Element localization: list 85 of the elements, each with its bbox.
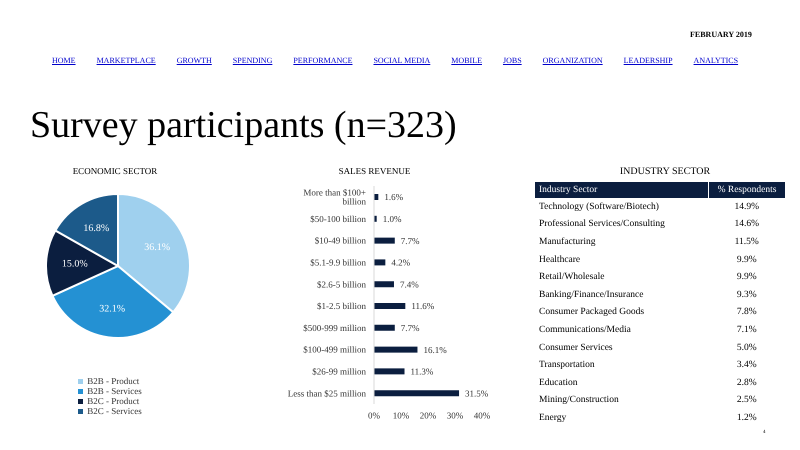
y-tick-label: $26-99 million — [312, 366, 366, 376]
data-label: 4.2% — [391, 258, 411, 268]
category-label: Education — [538, 376, 579, 390]
text: 9.9% — [736, 272, 757, 282]
x-tick-label: 20% — [420, 410, 437, 420]
data-label: 16.1% — [423, 344, 448, 355]
y-tick-label: More than $100+ billion — [303, 188, 366, 207]
x-tick-label: 0% — [368, 410, 380, 420]
text: 9.9% — [736, 254, 757, 265]
text: MARKETPLACE — [96, 56, 156, 65]
text: SPENDING — [232, 56, 272, 65]
category-label: Retail/Wholesale — [538, 271, 606, 284]
text: 7.1% — [736, 324, 757, 335]
text: 1.2% — [736, 412, 757, 423]
y-tick-label: $10-49 billion — [314, 236, 366, 246]
y-tick-label: $50-100 billion — [310, 214, 366, 224]
legend-label: B2C - Services — [87, 406, 142, 416]
text: Survey participants (n=323) — [30, 103, 457, 147]
text: 7.8% — [736, 307, 757, 318]
y-tick-label: $100-499 million — [303, 344, 366, 355]
y-tick-label: Less than $25 million — [288, 388, 366, 398]
legend-label: B2C - Product — [87, 396, 140, 406]
legend-label: B2B - Product — [87, 376, 140, 386]
data-label: 11.3% — [410, 366, 434, 377]
text: SOCIAL MEDIA — [373, 56, 430, 65]
chart-title: SALES REVENUE — [338, 166, 412, 176]
text: 2.8% — [736, 378, 757, 388]
data-label: 11.6% — [411, 301, 435, 312]
bar — [374, 281, 394, 288]
text: Industry Sector — [535, 182, 708, 198]
x-tick-label: 10% — [392, 410, 410, 420]
chart-title: ECONOMIC SECTOR — [72, 166, 158, 176]
text: JOBS — [502, 56, 522, 65]
text: 9.3% — [736, 290, 757, 300]
text: 11.5% — [734, 236, 759, 247]
text: LEADERSHIP — [624, 56, 673, 65]
data-label: 31.5% — [465, 388, 489, 398]
text: 14.9% — [734, 202, 760, 212]
bar — [374, 390, 460, 396]
data-label: 7.7% — [400, 322, 420, 333]
category-label: Healthcare — [538, 254, 582, 267]
category-label: Manufacturing — [538, 236, 596, 249]
bar — [374, 346, 418, 353]
category-label: Communications/Media — [538, 324, 632, 337]
bar — [374, 368, 405, 374]
text: 3.4% — [736, 360, 757, 370]
text: MOBILE — [451, 56, 482, 65]
data-label: 7.4% — [400, 279, 420, 290]
y-tick-label: $1-2.5 billion — [317, 301, 366, 312]
text: GROWTH — [176, 56, 212, 65]
text: HOME — [52, 56, 76, 65]
category-label: Technology (Software/Biotech) — [538, 200, 660, 214]
category-label: Banking/Finance/Insurance — [538, 288, 644, 302]
bar — [374, 324, 395, 331]
text: ORGANIZATION — [542, 56, 603, 65]
bar — [374, 238, 395, 244]
text: ANALYTICS — [694, 56, 738, 65]
x-tick-label: 40% — [474, 410, 491, 420]
category-label: Mining/Construction — [538, 394, 620, 408]
text: FEBRUARY 2019 — [690, 30, 752, 39]
bar — [374, 259, 386, 266]
category-label: Transportation — [538, 359, 596, 372]
y-tick-label: $500-999 million — [303, 322, 366, 333]
data-label: 15.0% — [62, 258, 88, 270]
text: 5.0% — [736, 342, 757, 353]
category-label: Professional Services/Consulting — [538, 218, 666, 232]
y-tick-label: $2.6-5 billion — [317, 279, 366, 290]
data-label: 1.0% — [382, 214, 402, 224]
data-label: 36.1% — [144, 242, 170, 254]
bar — [374, 303, 406, 309]
text: INDUSTRY SECTOR — [618, 166, 712, 177]
data-label: 1.6% — [384, 192, 404, 202]
y-tick-label: $5.1-9.9 billion — [310, 257, 366, 268]
x-tick-label: 30% — [446, 410, 464, 420]
legend-label: B2B - Services — [87, 386, 142, 396]
data-label: 16.8% — [83, 223, 110, 234]
data-label: 32.1% — [99, 303, 126, 314]
text: 2.5% — [736, 395, 757, 406]
text: PERFORMANCE — [293, 56, 352, 65]
category-label: Consumer Services — [538, 342, 614, 355]
category-label: Consumer Packaged Goods — [538, 306, 646, 320]
bar — [374, 194, 378, 200]
text: 14.6% — [734, 219, 760, 230]
data-label: 7.7% — [400, 236, 420, 246]
category-label: Energy — [538, 412, 568, 425]
